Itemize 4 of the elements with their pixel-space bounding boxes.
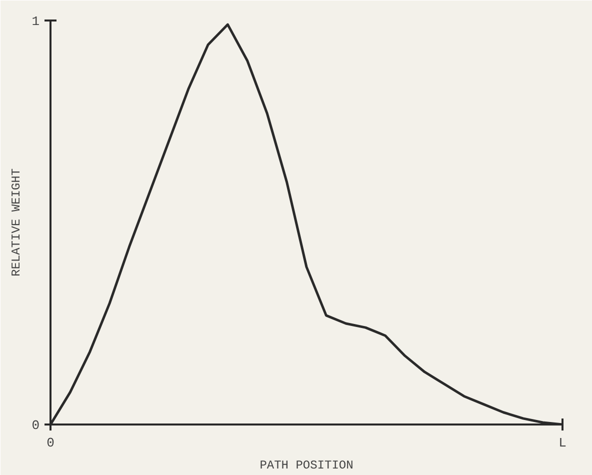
x-tick-label: L bbox=[558, 436, 566, 450]
y-axis-title: RELATIVE WEIGHT bbox=[10, 168, 24, 277]
x-axis-title: PATH POSITION bbox=[260, 458, 354, 472]
y-tick-label: 1 bbox=[32, 14, 40, 29]
